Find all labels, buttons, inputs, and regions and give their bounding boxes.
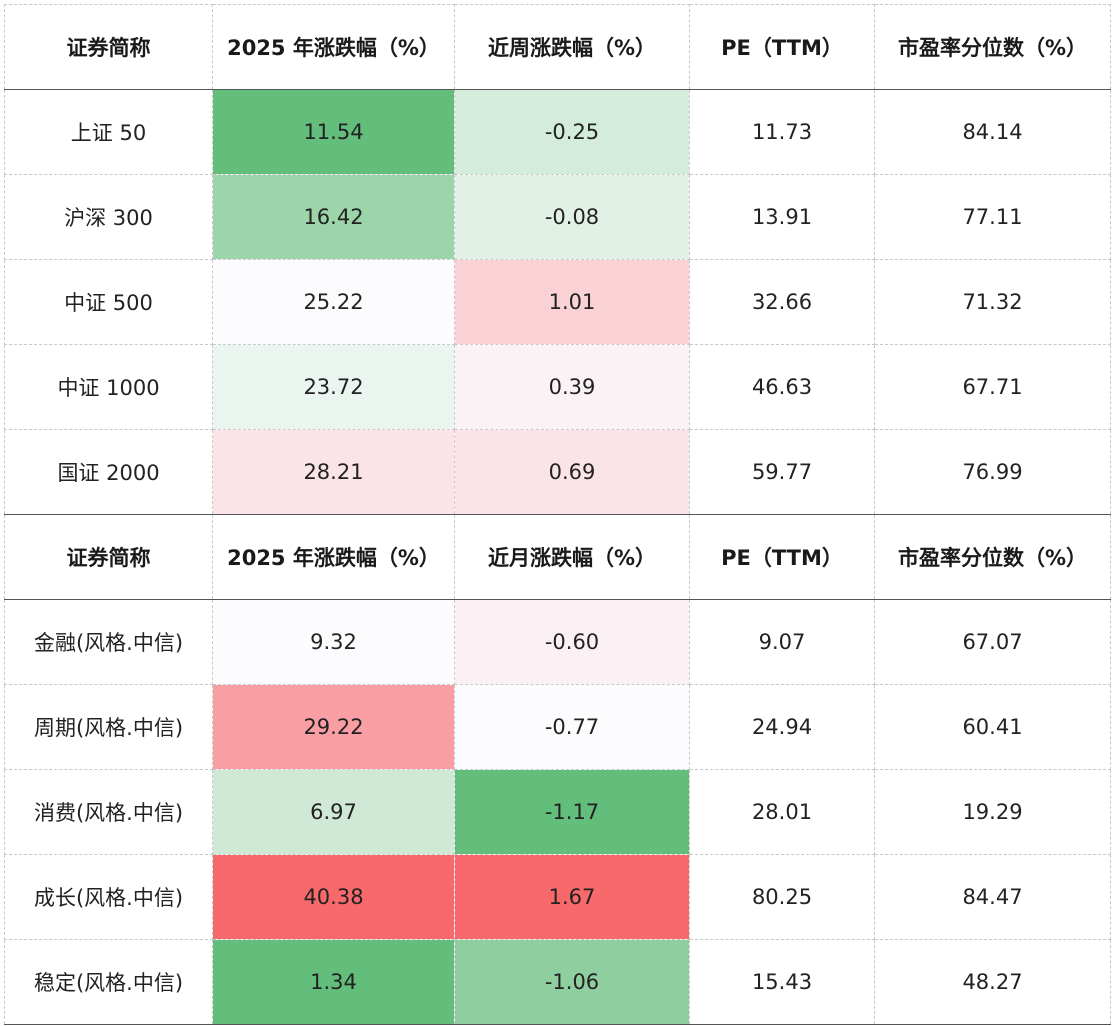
cell-ytd-change: 9.32 [212,599,455,685]
table-row: 金融(风格.中信) 9.32 -0.60 9.07 67.07 [4,599,1111,685]
cell-pe-percentile: 48.27 [874,939,1111,1025]
cell-pe-percentile: 19.29 [874,769,1111,855]
header-pe-ttm: PE（TTM） [689,514,875,600]
table-row: 沪深 300 16.42 -0.08 13.91 77.11 [4,174,1111,260]
cell-pe-ttm: 46.63 [689,344,875,430]
header-ytd-change: 2025 年涨跌幅（%） [212,514,455,600]
cell-ytd-change: 23.72 [212,344,455,430]
header-ytd-change: 2025 年涨跌幅（%） [212,4,455,90]
cell-ytd-change: 16.42 [212,174,455,260]
cell-period-change: -0.77 [454,684,690,770]
cell-name: 稳定(风格.中信) [4,939,213,1025]
cell-period-change: -0.08 [454,174,690,260]
cell-period-change: -0.25 [454,89,690,175]
header-pe-percentile: 市盈率分位数（%） [874,514,1111,600]
cell-ytd-change: 25.22 [212,259,455,345]
cell-name: 上证 50 [4,89,213,175]
table-row: 周期(风格.中信) 29.22 -0.77 24.94 60.41 [4,684,1111,770]
index-table: 证券简称 2025 年涨跌幅（%） 近周涨跌幅（%） PE（TTM） 市盈率分位… [4,4,1111,515]
cell-pe-percentile: 67.71 [874,344,1111,430]
cell-period-change: 1.01 [454,259,690,345]
cell-pe-ttm: 32.66 [689,259,875,345]
cell-pe-ttm: 28.01 [689,769,875,855]
cell-period-change: 0.69 [454,429,690,515]
cell-name: 中证 1000 [4,344,213,430]
cell-pe-percentile: 71.32 [874,259,1111,345]
cell-name: 成长(风格.中信) [4,854,213,940]
header-period-change: 近月涨跌幅（%） [454,514,690,600]
header-row: 证券简称 2025 年涨跌幅（%） 近月涨跌幅（%） PE（TTM） 市盈率分位… [4,514,1111,600]
cell-name: 国证 2000 [4,429,213,515]
cell-pe-percentile: 60.41 [874,684,1111,770]
table-row: 上证 50 11.54 -0.25 11.73 84.14 [4,89,1111,175]
cell-period-change: 0.39 [454,344,690,430]
cell-name: 沪深 300 [4,174,213,260]
cell-pe-ttm: 13.91 [689,174,875,260]
cell-pe-ttm: 59.77 [689,429,875,515]
cell-ytd-change: 1.34 [212,939,455,1025]
table-row: 消费(风格.中信) 6.97 -1.17 28.01 19.29 [4,769,1111,855]
cell-pe-percentile: 84.47 [874,854,1111,940]
table-row: 国证 2000 28.21 0.69 59.77 76.99 [4,429,1111,515]
table-row: 中证 1000 23.72 0.39 46.63 67.71 [4,344,1111,430]
cell-pe-percentile: 67.07 [874,599,1111,685]
cell-pe-ttm: 9.07 [689,599,875,685]
cell-pe-percentile: 84.14 [874,89,1111,175]
header-name: 证券简称 [4,514,213,600]
style-index-table: 证券简称 2025 年涨跌幅（%） 近月涨跌幅（%） PE（TTM） 市盈率分位… [4,514,1111,1025]
cell-ytd-change: 6.97 [212,769,455,855]
cell-period-change: -1.06 [454,939,690,1025]
header-pe-percentile: 市盈率分位数（%） [874,4,1111,90]
table-row: 成长(风格.中信) 40.38 1.67 80.25 84.47 [4,854,1111,940]
table-row: 中证 500 25.22 1.01 32.66 71.32 [4,259,1111,345]
cell-pe-ttm: 24.94 [689,684,875,770]
cell-pe-ttm: 11.73 [689,89,875,175]
header-name: 证券简称 [4,4,213,90]
table-row: 稳定(风格.中信) 1.34 -1.06 15.43 48.27 [4,939,1111,1025]
cell-name: 金融(风格.中信) [4,599,213,685]
cell-pe-ttm: 15.43 [689,939,875,1025]
header-pe-ttm: PE（TTM） [689,4,875,90]
cell-name: 消费(风格.中信) [4,769,213,855]
cell-period-change: 1.67 [454,854,690,940]
cell-pe-percentile: 77.11 [874,174,1111,260]
cell-period-change: -0.60 [454,599,690,685]
cell-ytd-change: 28.21 [212,429,455,515]
cell-pe-ttm: 80.25 [689,854,875,940]
cell-ytd-change: 11.54 [212,89,455,175]
cell-period-change: -1.17 [454,769,690,855]
header-row: 证券简称 2025 年涨跌幅（%） 近周涨跌幅（%） PE（TTM） 市盈率分位… [4,4,1111,90]
cell-ytd-change: 29.22 [212,684,455,770]
header-period-change: 近周涨跌幅（%） [454,4,690,90]
cell-pe-percentile: 76.99 [874,429,1111,515]
cell-ytd-change: 40.38 [212,854,455,940]
cell-name: 中证 500 [4,259,213,345]
cell-name: 周期(风格.中信) [4,684,213,770]
